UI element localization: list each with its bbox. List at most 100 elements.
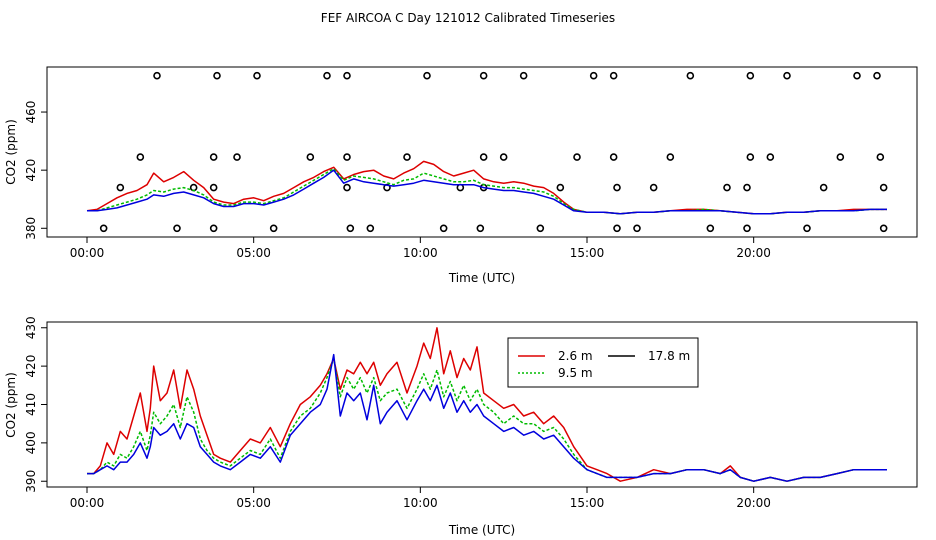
bottom-y-tick-label: 390 [24, 470, 38, 493]
top-point-marker [589, 71, 598, 80]
bottom-y-tick-label: 400 [24, 431, 38, 454]
top-point-marker [783, 71, 791, 80]
top-point-marker [746, 71, 755, 80]
top-point-marker [706, 224, 715, 233]
top-point-marker [853, 71, 861, 80]
top-point-marker [609, 153, 618, 161]
bottom-series-2-6-m [87, 327, 887, 482]
top-point-marker [343, 153, 351, 161]
top-y-tick-label: 380 [24, 217, 38, 240]
top-point-marker [403, 153, 411, 161]
top-point-marker [876, 153, 885, 161]
top-point-marker [476, 224, 485, 233]
top-point-marker [879, 183, 888, 192]
top-point-marker [479, 153, 488, 161]
top-point-markers [99, 71, 888, 233]
top-point-marker [423, 71, 431, 80]
top-x-tick-label: 15:00 [570, 246, 605, 260]
top-y-tick-label: 460 [24, 101, 38, 124]
top-point-marker [879, 224, 888, 233]
top-point-marker [209, 183, 218, 192]
top-point-marker [343, 71, 351, 80]
legend-label-9-5m: 9.5 m [558, 366, 593, 380]
bottom-y-tick-label: 420 [24, 355, 38, 378]
top-point-marker [613, 183, 621, 192]
top-point-marker [153, 71, 161, 80]
top-plot-frame [46, 66, 918, 238]
bottom-x-tick-label: 20:00 [736, 496, 771, 510]
bottom-x-tick-label: 05:00 [236, 496, 271, 510]
bottom-x-axis: 00:00 05:00 10:00 15:00 20:00 [70, 487, 771, 510]
top-point-marker [556, 183, 565, 192]
bottom-x-label: Time (UTC) [448, 523, 515, 537]
bottom-y-tick-label: 410 [24, 393, 38, 416]
top-point-marker [803, 224, 811, 233]
top-point-marker [456, 183, 465, 192]
top-point-marker [306, 153, 315, 161]
bottom-x-tick-label: 10:00 [403, 496, 438, 510]
top-point-marker [253, 71, 261, 80]
top-point-marker [173, 224, 181, 233]
bottom-x-tick-label: 00:00 [70, 496, 105, 510]
legend-box [507, 337, 699, 388]
top-series-17-8-m [87, 169, 887, 215]
top-point-marker [819, 183, 828, 192]
top-point-marker [439, 224, 448, 233]
bottom-y-label: CO2 (ppm) [4, 372, 18, 438]
bottom-series-17-8-m [87, 353, 887, 482]
legend-label-2-6m: 2.6 m [558, 349, 593, 363]
top-point-marker [209, 224, 218, 233]
top-x-tick-label: 20:00 [736, 246, 771, 260]
top-series-lines [86, 160, 887, 215]
top-point-marker [723, 183, 731, 192]
top-point-marker [609, 71, 618, 80]
top-point-marker [269, 224, 278, 233]
top-point-marker [686, 71, 695, 80]
figure-title: FEF AIRCOA C Day 121012 Calibrated Times… [321, 11, 615, 25]
top-point-marker [346, 224, 355, 233]
top-point-marker [613, 224, 621, 233]
top-point-marker [499, 153, 508, 161]
bottom-x-tick-label: 15:00 [570, 496, 605, 510]
top-panel: 00:00 05:00 10:00 15:00 20:00 380 420 460 Time… [4, 66, 918, 285]
bottom-y-axis: 390 400 410 420 430 [24, 316, 47, 493]
top-point-marker [743, 183, 751, 192]
bottom-y-tick-label: 430 [24, 316, 38, 339]
top-point-marker [189, 183, 198, 192]
top-point-marker [366, 224, 375, 233]
top-point-marker [743, 224, 751, 233]
top-point-marker [479, 71, 488, 80]
top-x-tick-label: 05:00 [236, 246, 271, 260]
top-point-marker [209, 153, 218, 161]
top-point-marker [836, 153, 845, 161]
top-point-marker [116, 183, 125, 192]
top-point-marker [873, 71, 881, 80]
top-point-marker [136, 153, 145, 161]
top-point-marker [233, 153, 241, 161]
top-point-marker [343, 183, 351, 192]
bottom-series-9-5-m [87, 357, 887, 482]
top-point-marker [99, 224, 108, 233]
top-point-marker [536, 224, 545, 233]
top-y-axis: 380 420 460 [24, 101, 47, 240]
top-y-label: CO2 (ppm) [4, 119, 18, 185]
bottom-plot-frame [46, 321, 918, 488]
bottom-series-lines [87, 327, 887, 482]
top-x-tick-label: 00:00 [70, 246, 105, 260]
top-point-marker [746, 153, 755, 161]
top-point-marker [519, 71, 528, 80]
top-x-tick-label: 10:00 [403, 246, 438, 260]
top-point-marker [633, 224, 641, 233]
top-y-tick-label: 420 [24, 159, 38, 182]
bottom-panel: 00:00 05:00 10:00 15:00 20:00 390 400 410 420 43… [4, 316, 918, 537]
top-x-label: Time (UTC) [448, 271, 515, 285]
top-point-marker [766, 153, 775, 161]
legend-label-17-8m: 17.8 m [648, 349, 690, 363]
top-point-marker [649, 183, 658, 192]
top-series-9-5-m [87, 167, 887, 215]
top-point-marker [213, 71, 221, 80]
top-point-marker [323, 71, 331, 80]
top-point-marker [573, 153, 581, 161]
top-point-marker [666, 153, 675, 161]
